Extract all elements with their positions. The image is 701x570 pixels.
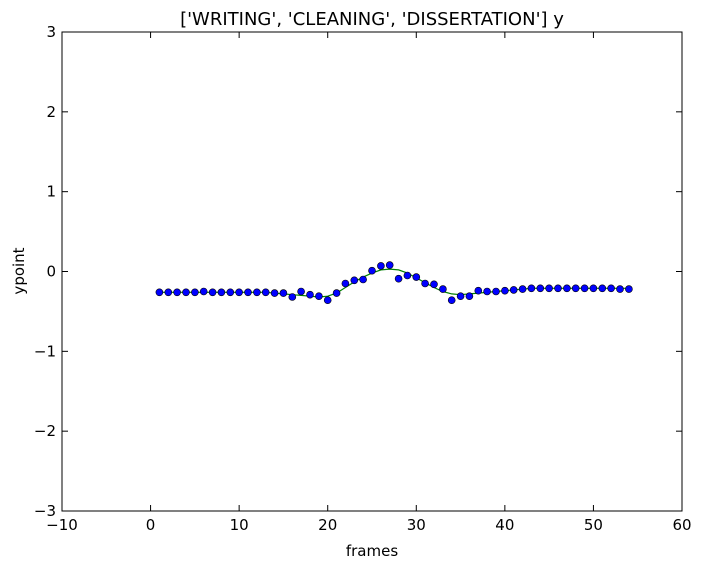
data-point bbox=[403, 271, 412, 280]
data-point bbox=[315, 292, 323, 301]
data-point bbox=[279, 289, 288, 297]
data-point bbox=[155, 288, 164, 297]
data-point bbox=[288, 293, 297, 301]
data-point bbox=[270, 289, 279, 297]
x-tick-label: 50 bbox=[584, 516, 603, 534]
data-point bbox=[545, 284, 553, 293]
data-point bbox=[182, 288, 190, 297]
data-point bbox=[341, 279, 350, 288]
x-tick-label: 20 bbox=[318, 516, 337, 534]
data-point bbox=[217, 288, 226, 297]
data-point bbox=[385, 261, 394, 269]
x-tick-label: −10 bbox=[46, 516, 78, 534]
data-point bbox=[536, 284, 545, 293]
data-point bbox=[332, 289, 341, 297]
y-tick-label: −2 bbox=[34, 422, 56, 440]
data-point bbox=[350, 276, 359, 285]
data-point bbox=[199, 287, 208, 296]
data-point bbox=[253, 288, 261, 297]
data-point bbox=[483, 287, 491, 296]
data-point bbox=[368, 266, 376, 275]
data-point bbox=[527, 284, 536, 293]
y-axis-label: ypoint bbox=[10, 247, 28, 294]
data-points-layer bbox=[155, 261, 633, 305]
data-point bbox=[492, 287, 500, 296]
data-point bbox=[571, 284, 580, 293]
x-axis-label: frames bbox=[346, 542, 398, 560]
x-tick-label: 60 bbox=[672, 516, 691, 534]
y-tick-label: −3 bbox=[34, 502, 56, 520]
plot-frame bbox=[61, 31, 683, 512]
x-tick-label: 40 bbox=[495, 516, 514, 534]
data-point bbox=[554, 284, 562, 293]
data-point bbox=[164, 288, 173, 297]
data-point bbox=[261, 288, 270, 297]
data-point bbox=[394, 274, 403, 283]
data-point bbox=[607, 284, 615, 293]
x-tick-label: 0 bbox=[146, 516, 156, 534]
data-point bbox=[625, 285, 633, 293]
data-point bbox=[191, 288, 199, 297]
data-point bbox=[456, 292, 465, 301]
data-point bbox=[439, 285, 447, 293]
data-point bbox=[430, 280, 438, 289]
data-point bbox=[580, 284, 589, 293]
data-point bbox=[244, 288, 252, 297]
data-point bbox=[518, 285, 527, 293]
data-point bbox=[465, 292, 474, 301]
data-point bbox=[377, 262, 385, 270]
y-tick-label: −1 bbox=[34, 342, 56, 360]
y-tick-label: 2 bbox=[46, 103, 56, 121]
data-point bbox=[589, 284, 598, 293]
y-tick-label: 1 bbox=[46, 183, 56, 201]
y-tick-label: 0 bbox=[46, 263, 56, 281]
data-point bbox=[412, 273, 421, 281]
data-point bbox=[563, 284, 571, 293]
data-point bbox=[616, 285, 624, 293]
data-point bbox=[306, 290, 314, 299]
x-tick-label: 10 bbox=[230, 516, 249, 534]
data-point bbox=[323, 296, 332, 305]
x-tick-label: 30 bbox=[407, 516, 426, 534]
data-point bbox=[501, 286, 509, 295]
data-point bbox=[173, 288, 181, 297]
data-point bbox=[297, 287, 305, 296]
data-point bbox=[208, 288, 217, 297]
y-tick-label: 3 bbox=[46, 23, 56, 41]
data-point bbox=[359, 275, 367, 284]
chart-title: ['WRITING', 'CLEANING', 'DISSERTATION'] … bbox=[180, 9, 564, 30]
data-point bbox=[474, 286, 483, 295]
data-point bbox=[421, 279, 429, 288]
data-point bbox=[226, 288, 235, 297]
data-point bbox=[447, 296, 456, 305]
data-point bbox=[235, 288, 243, 297]
data-point bbox=[509, 286, 518, 294]
data-point bbox=[598, 284, 607, 293]
